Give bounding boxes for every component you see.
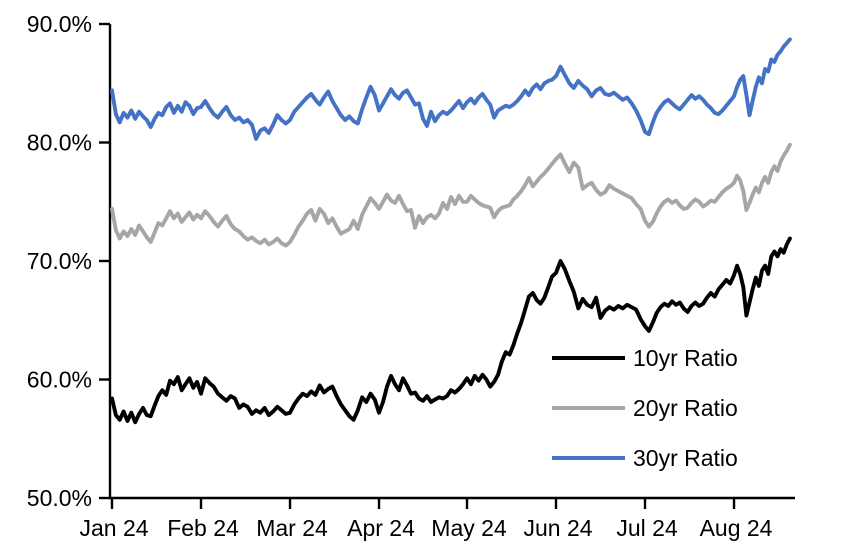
data-series-lines <box>110 37 792 425</box>
x-tick-label: Jun 24 <box>523 515 592 541</box>
series-line-10yr <box>110 236 792 425</box>
legend-item-10yr: 10yr Ratio <box>552 345 738 371</box>
legend-label-20yr: 20yr Ratio <box>633 395 738 421</box>
y-tick-label: 80.0% <box>27 130 92 156</box>
y-axis-tick-labels: 50.0% 60.0% 70.0% 80.0% 90.0% <box>27 11 92 511</box>
legend-label-10yr: 10yr Ratio <box>633 345 738 371</box>
x-axis-tick-labels: Jan 24 Feb 24 Mar 24 Apr 24 May 24 Jun 24 Jul … <box>79 515 772 541</box>
series-line-20yr <box>110 142 792 248</box>
y-tick-label: 90.0% <box>27 11 92 37</box>
y-tick-label: 50.0% <box>27 485 92 511</box>
legend-item-30yr: 30yr Ratio <box>552 445 738 471</box>
x-tick-label: Mar 24 <box>256 515 328 541</box>
x-tick-label: Feb 24 <box>167 515 239 541</box>
x-tick-label: Apr 24 <box>347 515 415 541</box>
chart-legend: 10yr Ratio 20yr Ratio 30yr Ratio <box>552 345 738 471</box>
y-tick-label: 60.0% <box>27 367 92 393</box>
y-tick-label: 70.0% <box>27 248 92 274</box>
axes <box>99 22 795 509</box>
x-tick-label: May 24 <box>431 515 507 541</box>
x-tick-label: Aug 24 <box>700 515 773 541</box>
x-tick-label: Jan 24 <box>79 515 148 541</box>
x-tick-label: Jul 24 <box>616 515 678 541</box>
legend-label-30yr: 30yr Ratio <box>633 445 738 471</box>
legend-item-20yr: 20yr Ratio <box>552 395 738 421</box>
series-line-30yr <box>110 37 792 141</box>
